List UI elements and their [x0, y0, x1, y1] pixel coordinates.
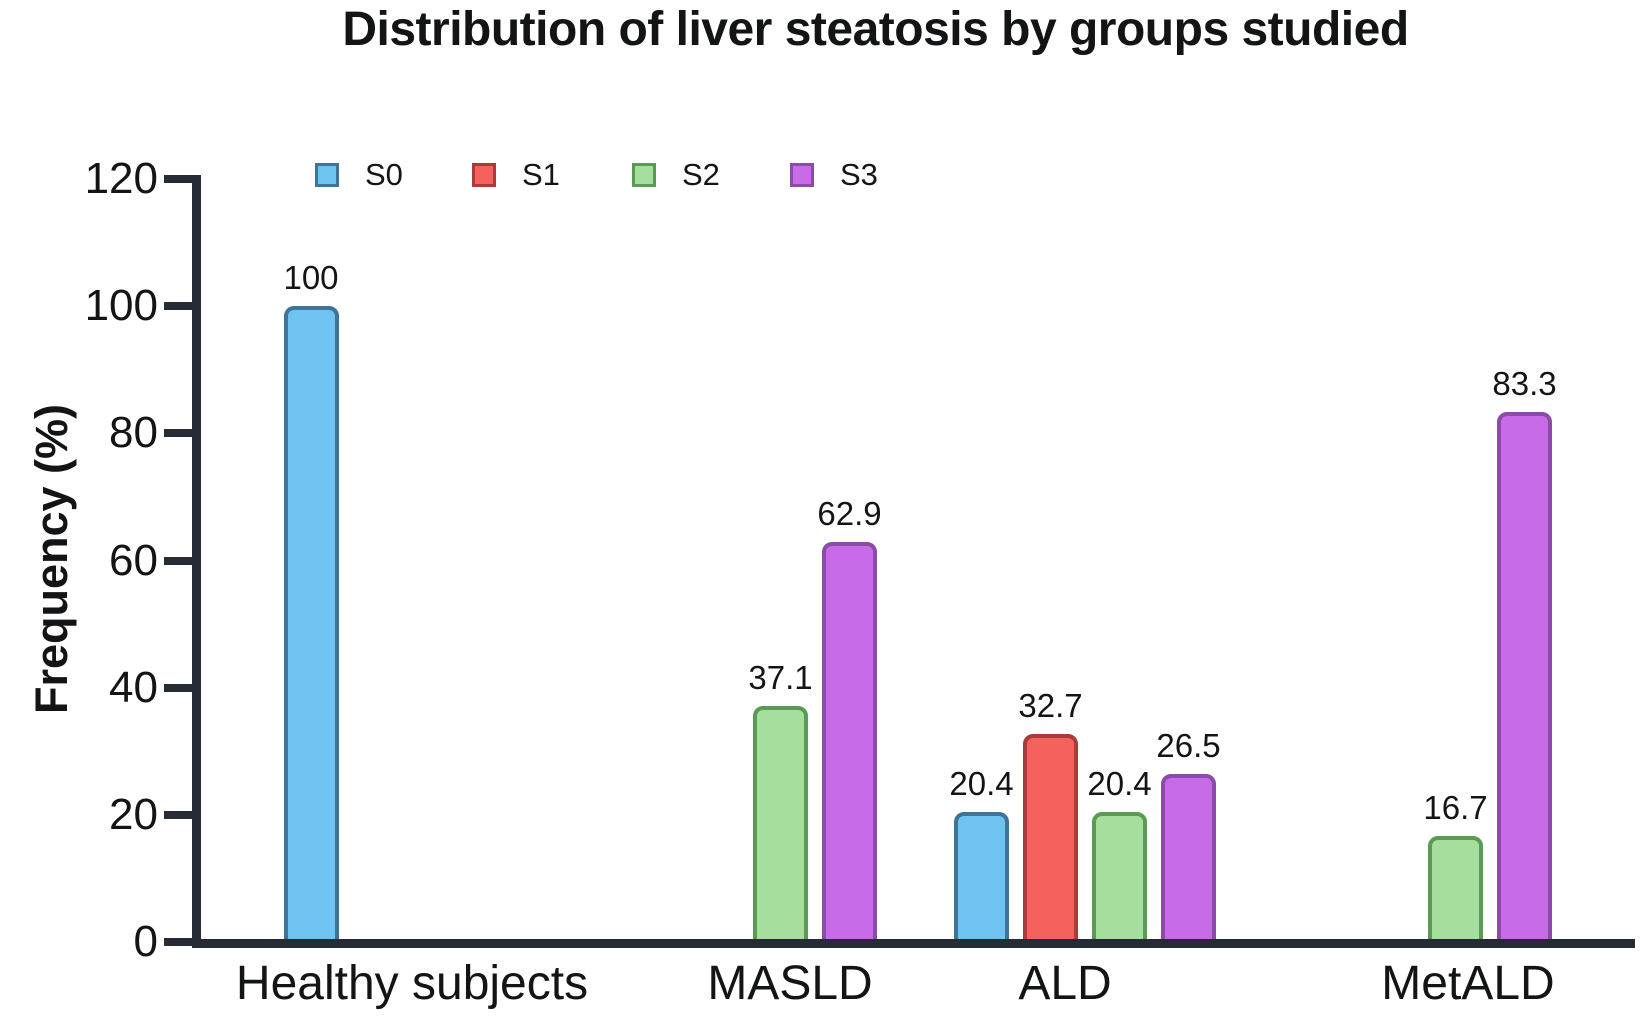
- x-axis-label: MetALD: [1381, 957, 1555, 1010]
- bar-S2-metald: [1428, 835, 1483, 947]
- x-axis-label: MASLD: [707, 957, 873, 1010]
- bar-S3-masld: [822, 542, 877, 947]
- legend-swatch-icon: [790, 163, 814, 187]
- y-tick-label: 100: [84, 281, 158, 331]
- bar-S0-ald: [954, 812, 1009, 947]
- legend-label: S3: [840, 157, 878, 192]
- bar-S2-masld: [753, 706, 808, 947]
- bar-value-label: 83.3: [1492, 365, 1557, 403]
- y-tick: [164, 683, 201, 692]
- y-tick-label: 20: [109, 789, 158, 839]
- y-tick: [164, 175, 201, 183]
- y-tick: [164, 429, 201, 438]
- bar-S2-ald: [1092, 812, 1147, 947]
- legend-label: S1: [522, 157, 560, 192]
- bar-value-label: 100: [283, 259, 339, 297]
- bar-S3-metald: [1497, 412, 1552, 947]
- bar-S1-ald: [1023, 734, 1078, 947]
- bar-value-label: 20.4: [1087, 765, 1152, 803]
- bar-value-label: 20.4: [949, 765, 1014, 803]
- y-tick: [164, 810, 201, 819]
- bar-value-label: 37.1: [748, 659, 813, 697]
- x-axis-label: Healthy subjects: [235, 957, 589, 1010]
- x-axis-label: ALD: [1018, 957, 1112, 1010]
- chart-title: Distribution of liver steatosis by group…: [342, 3, 1409, 56]
- legend-swatch-icon: [315, 163, 339, 187]
- legend-label: S2: [682, 157, 720, 192]
- bar-S0-healthy-subjects: [283, 306, 339, 947]
- y-tick-label: 80: [109, 408, 158, 458]
- bar-value-label: 26.5: [1156, 726, 1221, 764]
- x-axis-line: [192, 939, 1635, 948]
- y-tick-label: 60: [109, 535, 158, 585]
- legend-item-S0: S0: [315, 158, 403, 192]
- y-tick: [164, 938, 201, 946]
- legend-label: S0: [365, 157, 403, 192]
- legend-swatch-icon: [472, 163, 496, 187]
- bar-value-label: 62.9: [817, 495, 882, 533]
- legend-item-S2: S2: [632, 158, 720, 192]
- legend-item-S1: S1: [472, 158, 560, 192]
- y-tick-label: 0: [133, 917, 158, 966]
- y-tick: [164, 556, 201, 565]
- y-tick-label: 40: [109, 662, 158, 712]
- legend-item-S3: S3: [790, 158, 878, 192]
- bar-S3-ald: [1161, 773, 1216, 947]
- y-tick-label: 120: [84, 154, 158, 203]
- legend-swatch-icon: [632, 163, 656, 187]
- bar-value-label: 32.7: [1018, 687, 1083, 725]
- bar-value-label: 16.7: [1423, 788, 1488, 826]
- y-tick: [164, 302, 201, 311]
